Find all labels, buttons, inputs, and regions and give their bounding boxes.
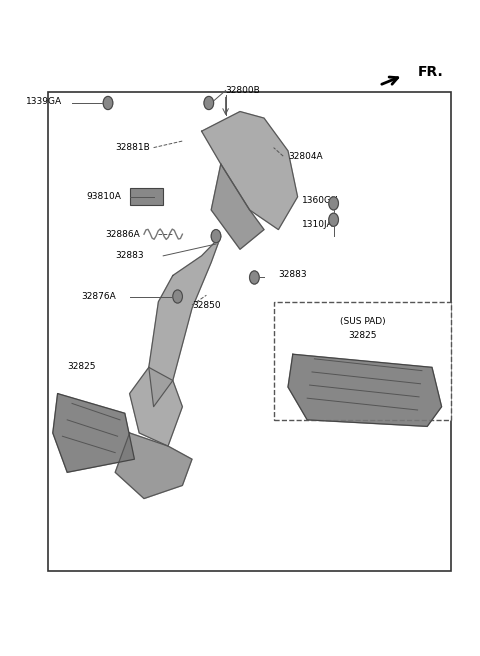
Text: 1339GA: 1339GA: [26, 97, 62, 106]
Text: 32800B: 32800B: [226, 86, 260, 95]
Polygon shape: [130, 367, 182, 446]
Text: 32804A: 32804A: [288, 152, 323, 161]
Text: 32883: 32883: [115, 251, 144, 260]
Text: 1360GH: 1360GH: [302, 195, 339, 205]
Polygon shape: [53, 394, 134, 472]
Text: (SUS PAD): (SUS PAD): [339, 317, 385, 326]
Polygon shape: [211, 164, 264, 249]
Text: 32883: 32883: [278, 270, 307, 279]
FancyBboxPatch shape: [274, 302, 451, 420]
Circle shape: [103, 96, 113, 110]
Bar: [130, 188, 163, 205]
Polygon shape: [115, 433, 192, 499]
Text: 32876A: 32876A: [82, 292, 116, 301]
Text: 32850: 32850: [192, 300, 221, 310]
Circle shape: [329, 197, 338, 210]
Polygon shape: [202, 112, 298, 230]
Circle shape: [329, 213, 338, 226]
Text: 32825: 32825: [67, 361, 96, 371]
Circle shape: [211, 230, 221, 243]
Text: 32881B: 32881B: [115, 143, 150, 152]
Circle shape: [204, 96, 214, 110]
Circle shape: [173, 290, 182, 303]
Circle shape: [250, 271, 259, 284]
Text: 93810A: 93810A: [86, 192, 121, 201]
Text: FR.: FR.: [418, 65, 444, 79]
Text: 1310JA: 1310JA: [302, 220, 334, 229]
Text: 32886A: 32886A: [106, 230, 140, 239]
Polygon shape: [288, 354, 442, 426]
Bar: [48, 92, 451, 571]
Polygon shape: [149, 236, 221, 407]
Text: 32825: 32825: [348, 331, 377, 340]
